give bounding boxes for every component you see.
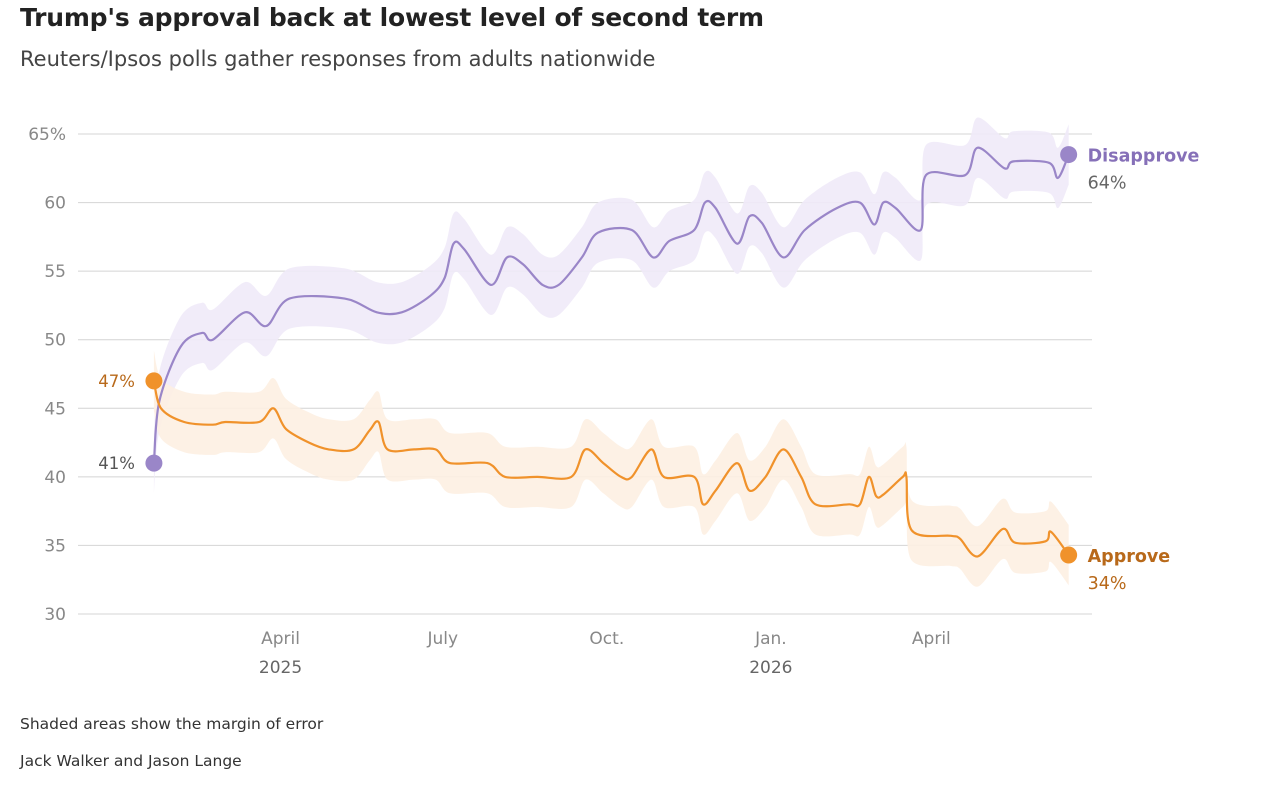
- x-tick-year-label: 2025: [259, 658, 302, 678]
- y-tick-label: 50: [44, 331, 66, 351]
- x-tick-label: April: [261, 629, 300, 649]
- chart-subtitle: Reuters/Ipsos polls gather responses fro…: [20, 47, 656, 71]
- disapprove-line: [152, 146, 1070, 465]
- y-tick-label: 30: [44, 605, 66, 625]
- x-tick-year-label: 2026: [749, 658, 792, 678]
- chart-title: Trump's approval back at lowest level of…: [20, 3, 764, 32]
- x-tick-label: Jan.: [754, 629, 787, 649]
- approve-end-dot: [1060, 546, 1078, 564]
- y-tick-label: 55: [44, 262, 66, 282]
- x-tick-label: July: [426, 629, 458, 649]
- approve-end-label: 34%: [1088, 574, 1127, 594]
- approve-start-label: 47%: [98, 372, 135, 391]
- disapprove-margin-band: [153, 117, 1069, 494]
- disapprove-start-label: 41%: [98, 454, 135, 473]
- y-tick-label: 65%: [28, 125, 66, 145]
- approve-start-dot: [145, 372, 163, 390]
- approve-line: [152, 379, 1070, 558]
- disapprove-series-name: Disapprove: [1088, 147, 1200, 167]
- series-labels: 41% Disapprove 64% 47% Approve 34%: [98, 147, 1199, 594]
- disapprove-start-dot: [145, 454, 163, 472]
- y-tick-label: 45: [44, 399, 66, 419]
- y-tick-label: 35: [44, 536, 66, 556]
- y-tick-label: 60: [44, 194, 66, 214]
- disapprove-end-label: 64%: [1088, 174, 1127, 194]
- x-tick-label: Oct.: [589, 629, 624, 649]
- margin-of-error-bands: [153, 117, 1069, 587]
- byline: Jack Walker and Jason Lange: [20, 752, 242, 770]
- margin-note: Shaded areas show the margin of error: [20, 715, 324, 733]
- approve-series-name: Approve: [1088, 547, 1171, 567]
- x-tick-label: April: [912, 629, 951, 649]
- y-tick-label: 40: [44, 468, 66, 488]
- disapprove-end-dot: [1060, 146, 1078, 164]
- series-lines: [145, 146, 1078, 564]
- x-axis: April 2025 July Oct. Jan. 2026 April: [259, 629, 951, 678]
